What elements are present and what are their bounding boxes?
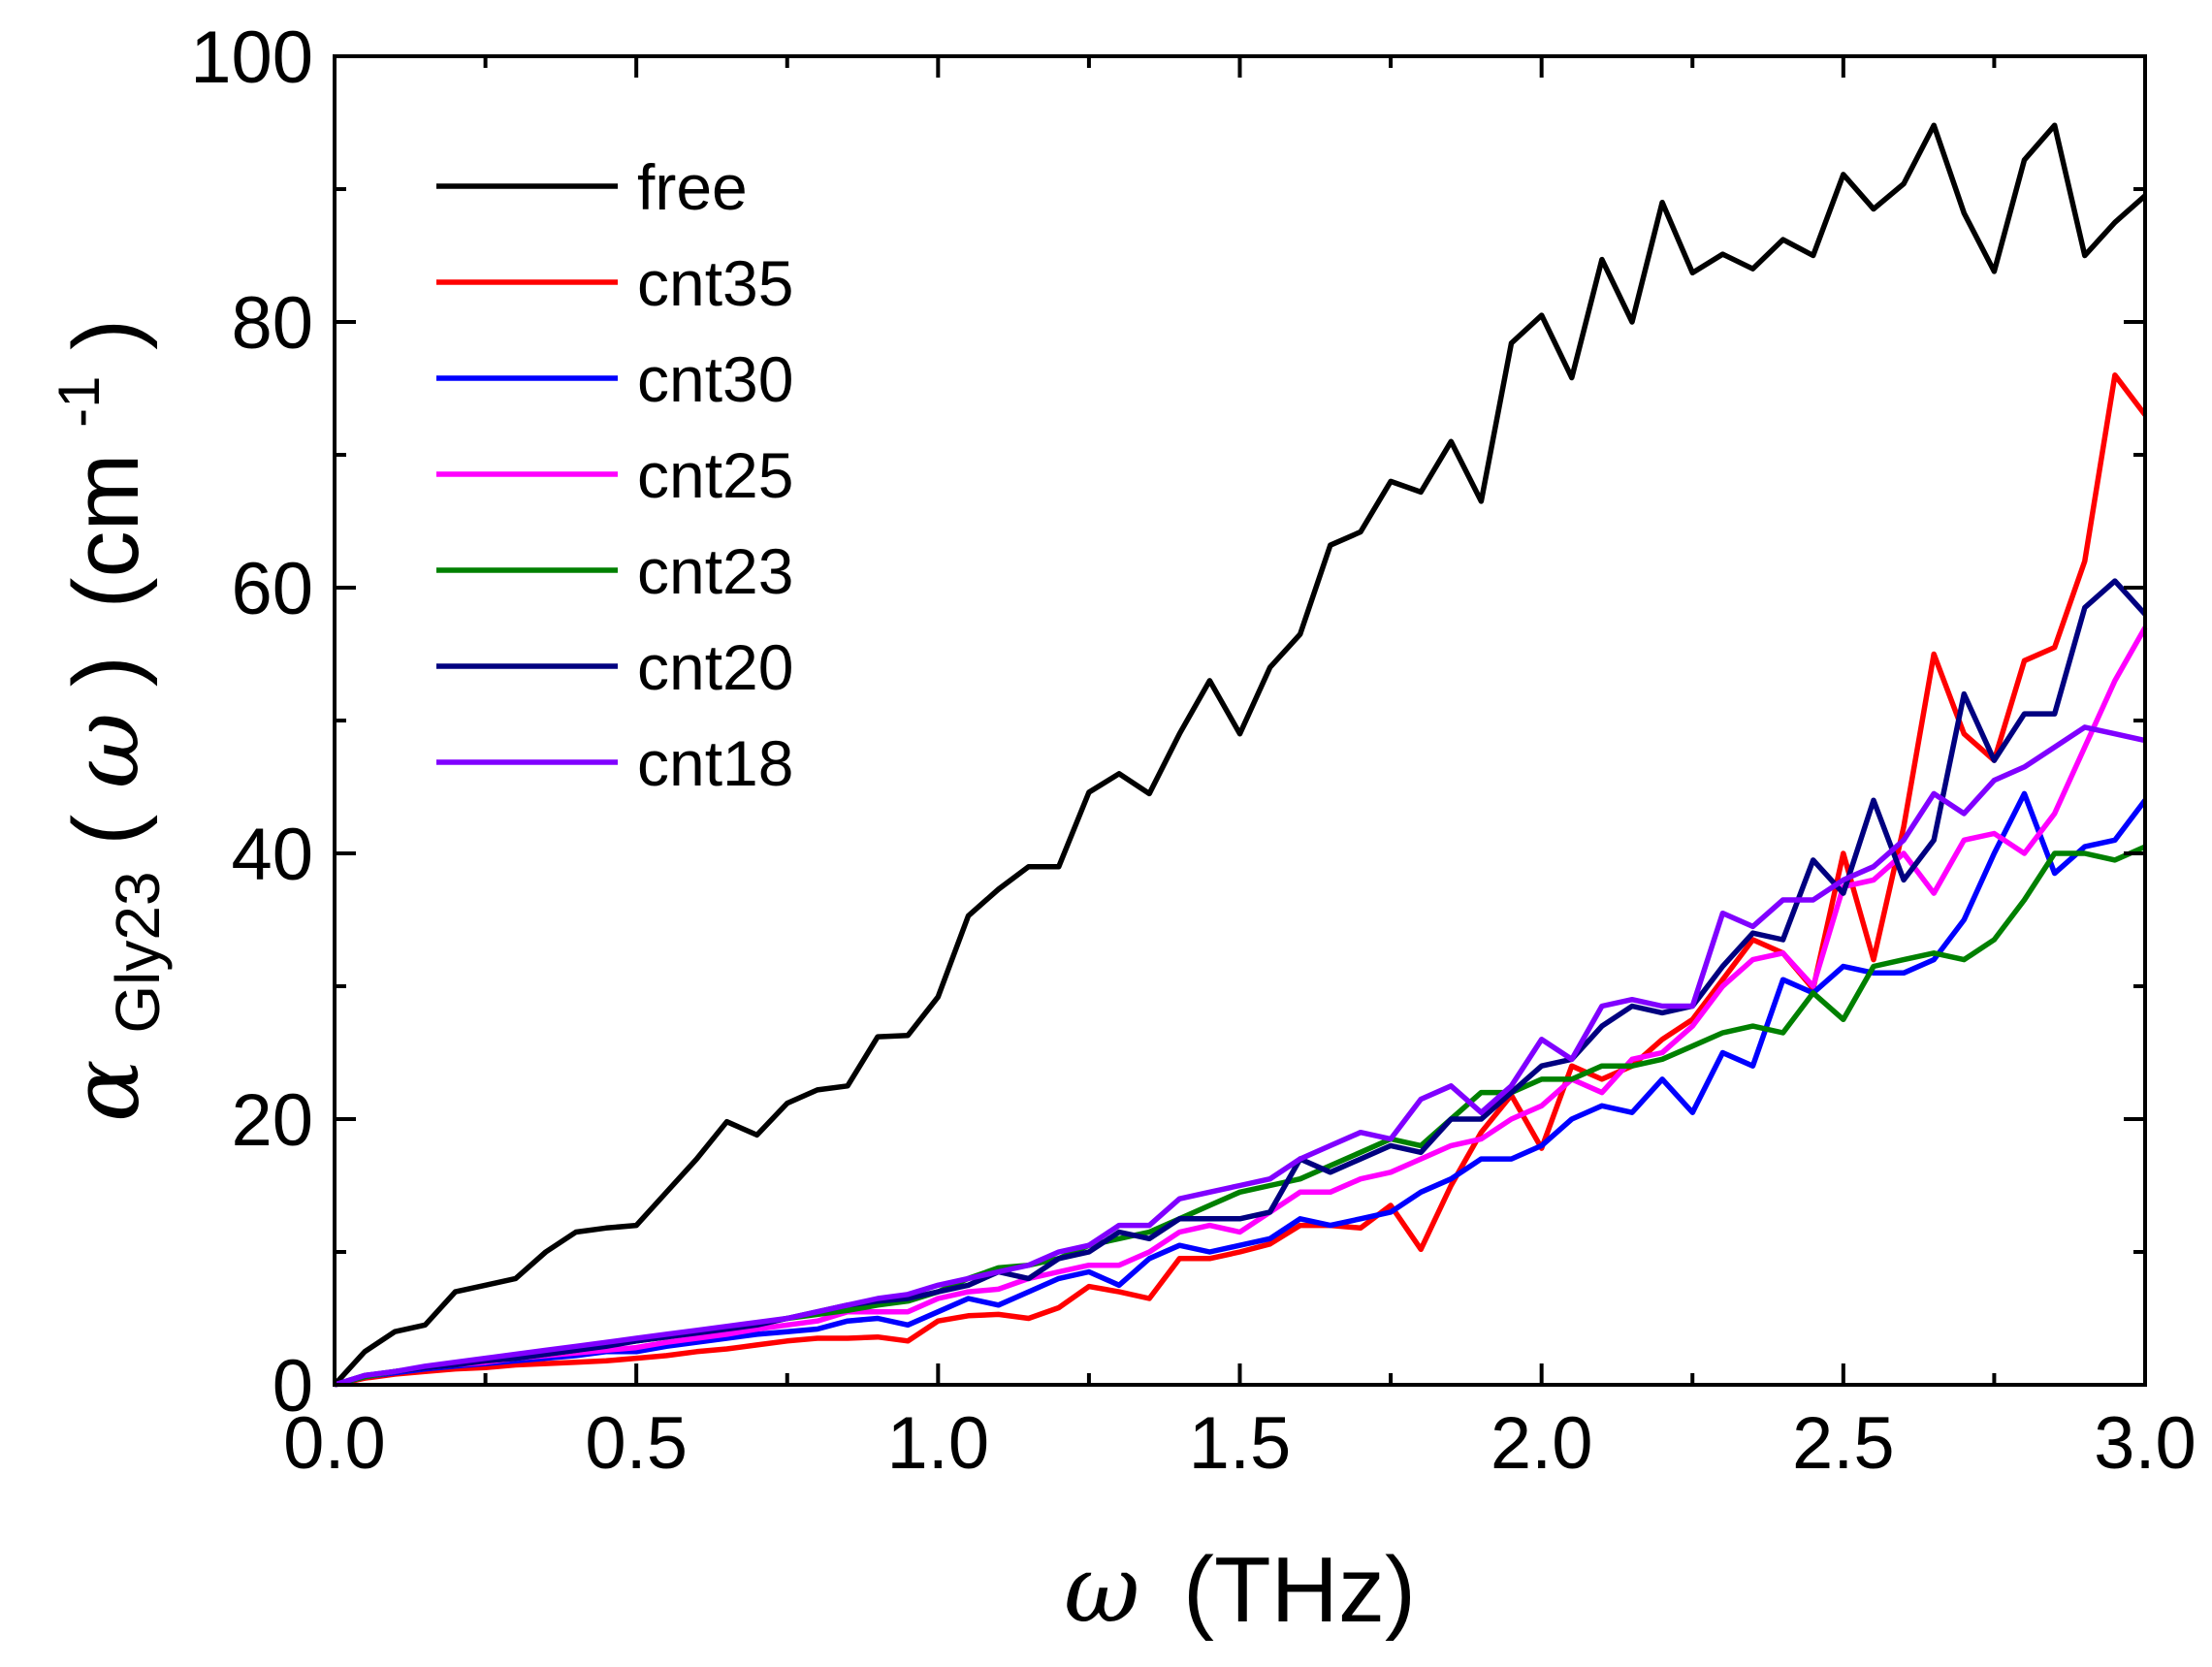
series-line-cnt20 (334, 578, 2148, 1388)
y-axis-arg-close: ) (54, 656, 158, 687)
legend-label-free: free (637, 151, 748, 223)
y-axis-unit-superscript: -1 (47, 376, 112, 428)
y-tick-label: 60 (231, 548, 313, 630)
series-line-cnt30 (334, 790, 2148, 1388)
x-tick-label: 1.5 (1189, 1402, 1292, 1485)
legend: free cnt35 cnt30 cnt25 cnt23 cnt20 cnt18 (436, 151, 793, 799)
legend-label-cnt18: cnt18 (637, 727, 793, 799)
y-axis-unit: (cm (54, 454, 158, 609)
series-line-free (332, 122, 2147, 1387)
y-axis-arg-symbol: ω (51, 713, 160, 788)
x-tick-label: 0.0 (283, 1402, 386, 1485)
y-tick-label: 100 (190, 16, 313, 99)
y-axis-symbol: α (51, 1059, 160, 1122)
legend-label-cnt30: cnt30 (637, 343, 793, 415)
y-axis-subscript: Gly23 (103, 871, 173, 1033)
x-tick-label: 2.5 (1792, 1402, 1895, 1485)
y-tick-label: 0 (272, 1345, 313, 1427)
x-tick-label: 2.0 (1491, 1402, 1593, 1485)
ticks-layer: 0.0 0.5 1.0 1.5 2.0 2.5 3.0 0 20 40 60 80 100 (190, 16, 2196, 1485)
x-axis-title: ω (THz) (1064, 1535, 1416, 1644)
y-axis-title: α Gly23 ( ω ) (cm -1 ) (16, 319, 179, 1122)
series-line-cnt23 (334, 844, 2147, 1388)
x-tick-label: 0.5 (585, 1402, 688, 1485)
y-axis-unit-close: ) (54, 319, 158, 350)
x-axis-symbol: ω (1064, 1535, 1139, 1644)
series-line-cnt18 (334, 724, 2146, 1388)
y-tick-label: 80 (231, 282, 313, 365)
series-line-cnt35 (334, 372, 2148, 1388)
y-tick-label: 20 (231, 1079, 313, 1162)
svg-text:α Gly23 ( ω: α Gly23 ( ω ) (cm -1 ) (16, 319, 179, 1122)
legend-label-cnt35: cnt35 (637, 247, 793, 319)
x-tick-label: 3.0 (2094, 1402, 2196, 1485)
legend-label-cnt20: cnt20 (637, 631, 793, 703)
legend-label-cnt23: cnt23 (637, 535, 793, 607)
series-line-cnt25 (334, 625, 2148, 1388)
y-axis-arg-open: ( (54, 815, 158, 846)
legend-label-cnt25: cnt25 (637, 439, 793, 511)
series-layer (332, 122, 2148, 1388)
y-tick-label: 40 (231, 814, 313, 896)
x-axis-unit: (THz) (1183, 1538, 1416, 1642)
x-tick-label: 1.0 (887, 1402, 990, 1485)
